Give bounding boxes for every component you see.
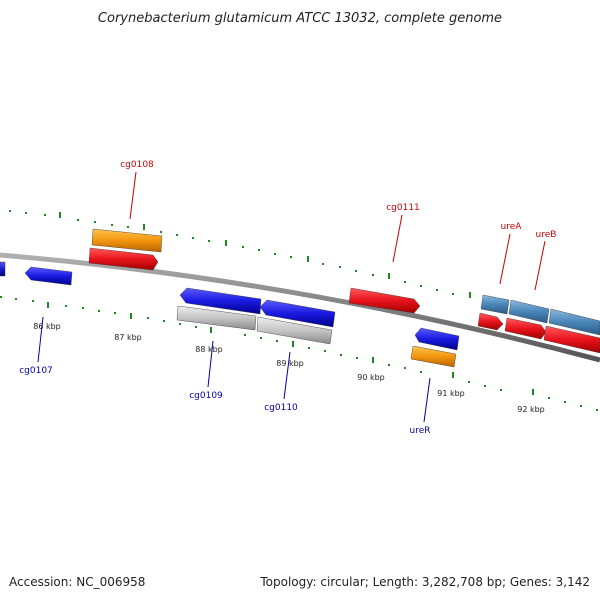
gene-feature-ureA[interactable] (480, 294, 510, 315)
gene-feature-ureB[interactable] (508, 299, 550, 324)
leader-line (129, 171, 137, 220)
leader-line (392, 214, 403, 263)
leader-line (499, 233, 511, 285)
gene-label-cg0110[interactable]: cg0110 (264, 403, 298, 413)
scale-labels: 86 kbp 87 kbp 88 kbp 89 kbp 90 kbp 91 kb… (33, 322, 545, 414)
leader-line (283, 351, 291, 400)
cds-feature-next[interactable] (543, 325, 600, 354)
gene-label-cg0111[interactable]: cg0111 (386, 203, 420, 213)
scale-label: 87 kbp (114, 333, 142, 342)
gene-label-cg0108[interactable]: cg0108 (120, 160, 154, 170)
gene-label-ureA[interactable]: ureA (501, 222, 523, 232)
cds-feature-ureR[interactable] (414, 327, 460, 351)
gene-features (0, 228, 600, 368)
bottom-gene-labels: cg0107 cg0109 cg0110 ureR (19, 316, 431, 436)
gene-label-ureB[interactable]: ureB (536, 230, 557, 240)
gene-label-cg0107[interactable]: cg0107 (19, 366, 53, 376)
genome-backbone (0, 252, 600, 363)
cds-feature-cg0108[interactable] (88, 247, 159, 271)
gene-feature-cg0108[interactable] (91, 228, 163, 253)
cds-feature-cg0110[interactable] (259, 299, 336, 328)
cds-feature-ureB[interactable] (504, 317, 547, 340)
gene-feature-cg0110[interactable] (256, 316, 333, 345)
cds-feature-cg0109[interactable] (179, 287, 262, 315)
scale-label: 91 kbp (437, 389, 465, 398)
scale-label: 86 kbp (33, 322, 61, 331)
gene-feature-cg0109[interactable] (176, 305, 257, 331)
gene-feature-ureR[interactable] (410, 345, 457, 368)
accession-text: Accession: NC_006958 (9, 575, 145, 589)
gene-label-ureR[interactable]: ureR (410, 426, 431, 436)
leader-line (37, 316, 44, 363)
gene-label-cg0109[interactable]: cg0109 (189, 391, 223, 401)
cds-feature-ureA[interactable] (477, 312, 504, 331)
gene-feature-next[interactable] (548, 308, 600, 336)
leader-line (534, 240, 546, 291)
scale-label: 88 kbp (195, 345, 223, 354)
leader-line (423, 377, 431, 423)
scale-label: 89 kbp (276, 359, 304, 368)
cds-feature-cg0107[interactable] (24, 266, 73, 286)
scale-label: 92 kbp (517, 405, 545, 414)
top-gene-labels: cg0108 cg0111 ureA ureB (120, 160, 557, 291)
genome-summary-text: Topology: circular; Length: 3,282,708 bp… (259, 575, 590, 589)
cds-feature-cg0111[interactable] (348, 287, 421, 314)
map-title: Corynebacterium glutamicum ATCC 13032, c… (98, 11, 502, 26)
scale-label: 90 kbp (357, 373, 385, 382)
cds-feature-blue[interactable] (0, 261, 6, 277)
leader-line (207, 340, 214, 388)
inner-tick-track (0, 296, 598, 411)
